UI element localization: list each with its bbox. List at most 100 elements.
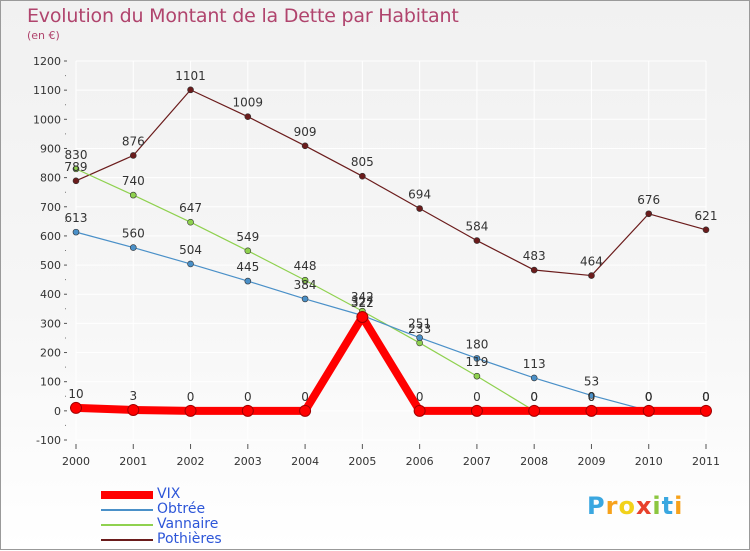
data-label: 549 <box>236 230 259 244</box>
logo-letter: i <box>674 492 684 520</box>
data-point <box>470 404 483 417</box>
x-tick-label: 2002 <box>177 455 205 468</box>
logo-letter: x <box>635 492 653 520</box>
data-point <box>473 372 481 380</box>
y-tick-label: 900 <box>40 142 61 155</box>
data-label: 0 <box>473 390 481 404</box>
data-point <box>187 218 194 226</box>
data-point <box>473 237 481 244</box>
data-label: 180 <box>465 337 488 351</box>
data-point <box>642 404 655 417</box>
data-point <box>187 260 194 268</box>
data-label: 3 <box>129 389 137 403</box>
data-label: 483 <box>523 249 546 263</box>
data-label: 322 <box>351 296 374 310</box>
data-label: 0 <box>588 390 596 404</box>
data-point <box>585 404 598 417</box>
data-point <box>356 310 369 323</box>
x-tick-label: 2005 <box>348 455 376 468</box>
x-tick-label: 2001 <box>119 455 147 468</box>
data-label: 740 <box>122 174 145 188</box>
data-point <box>244 277 252 285</box>
data-point <box>528 404 541 417</box>
legend-label: VIX <box>157 486 181 502</box>
legend-item-obtrée: Obtrée <box>101 501 261 517</box>
x-tick-label: 2000 <box>62 455 90 468</box>
data-point <box>184 404 197 417</box>
data-label: 0 <box>645 390 653 404</box>
y-tick-label: 1000 <box>33 113 61 126</box>
legend-label: Pothières <box>157 531 222 547</box>
y-tick-label: 0 <box>54 405 61 418</box>
data-label: 0 <box>416 390 424 404</box>
x-tick-label: 2011 <box>692 455 720 468</box>
y-tick-label: 1100 <box>33 84 61 97</box>
y-tick-label: 200 <box>40 347 61 360</box>
data-point <box>244 113 252 120</box>
data-point <box>127 403 140 416</box>
data-point <box>72 177 80 185</box>
data-label: 876 <box>122 134 145 148</box>
data-label: 676 <box>637 193 660 207</box>
data-point <box>301 276 309 284</box>
y-tick-label: 500 <box>40 259 61 272</box>
data-label: 0 <box>702 390 710 404</box>
data-label: 0 <box>530 390 538 404</box>
chart-subtitle: (en €) <box>27 29 60 42</box>
chart-title: Evolution du Montant de la Dette par Hab… <box>27 5 459 27</box>
data-label: 10 <box>68 387 83 401</box>
data-label: 0 <box>702 390 710 404</box>
data-label: 448 <box>294 259 317 273</box>
data-label: 0 <box>187 390 195 404</box>
logo-letter: P <box>587 492 606 520</box>
logo-letter: t <box>661 492 675 520</box>
logo-letter: i <box>652 492 662 520</box>
data-label: 584 <box>465 220 488 234</box>
data-point <box>588 392 595 399</box>
data-label: 789 <box>65 160 88 174</box>
logo-letter: o <box>618 492 636 520</box>
series-line-obtrée <box>75 231 707 412</box>
data-point <box>129 244 137 251</box>
y-tick-label: 600 <box>40 230 61 243</box>
data-point <box>702 226 710 234</box>
data-point <box>72 228 80 236</box>
data-point <box>129 191 137 199</box>
data-point <box>413 404 426 417</box>
data-label: 1101 <box>175 69 206 83</box>
data-label: 613 <box>65 211 88 225</box>
series-line-vix <box>72 312 710 415</box>
data-label: 384 <box>294 278 317 292</box>
series-line-vannaire <box>75 168 707 412</box>
data-label: 0 <box>645 390 653 404</box>
data-label: 647 <box>179 201 202 215</box>
data-label: 53 <box>584 374 599 388</box>
data-label: 805 <box>351 155 374 169</box>
data-point <box>241 404 254 417</box>
data-label: 0 <box>244 390 252 404</box>
y-tick-label: 300 <box>40 317 61 330</box>
y-tick-label: 700 <box>40 201 61 214</box>
data-label: 445 <box>236 260 259 274</box>
series-line-pothières <box>75 89 707 277</box>
logo-letter: r <box>605 492 619 520</box>
legend-item-pothières: Pothières <box>101 531 261 547</box>
data-label: 233 <box>408 322 431 336</box>
data-point <box>359 172 366 180</box>
legend-label: Vannaire <box>157 516 219 532</box>
data-label: 0 <box>702 390 710 404</box>
y-tick-label: 100 <box>40 376 61 389</box>
data-point <box>645 210 653 218</box>
x-tick-label: 2006 <box>406 455 434 468</box>
data-point <box>187 86 194 94</box>
data-label: 327 <box>351 295 374 309</box>
data-point <box>473 355 481 362</box>
data-label: 694 <box>408 188 431 202</box>
data-label: 1009 <box>233 96 264 110</box>
legend-swatch <box>101 539 153 541</box>
proxiti-logo: Proxiti <box>587 492 683 520</box>
data-point <box>70 401 82 414</box>
data-label: 830 <box>65 148 88 162</box>
data-point <box>299 404 312 417</box>
